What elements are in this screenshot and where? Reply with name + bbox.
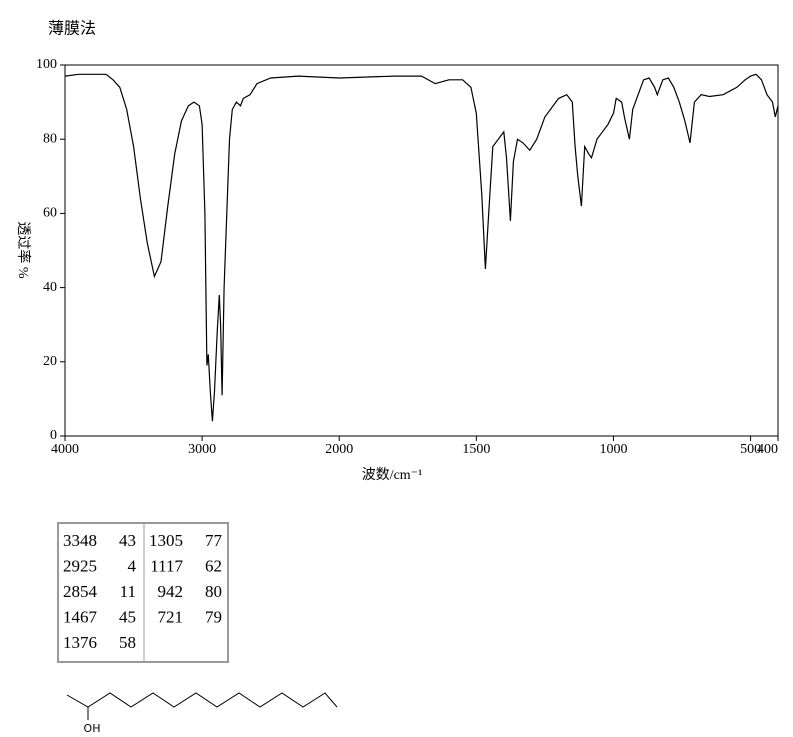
table-cell: 62 xyxy=(205,556,222,575)
table-cell: 43 xyxy=(119,531,136,550)
table-cell: 942 xyxy=(158,582,184,601)
y-tick-label: 100 xyxy=(36,57,57,72)
table-cell: 79 xyxy=(205,607,222,626)
table-cell: 3348 xyxy=(63,531,97,550)
chart-title: 薄膜法 xyxy=(48,20,96,38)
table-cell: 58 xyxy=(119,633,136,652)
table-cell: 2854 xyxy=(63,582,98,601)
x-tick-label: 400 xyxy=(757,442,778,457)
molecule-label: OH xyxy=(84,722,101,735)
table-cell: 11 xyxy=(120,582,136,601)
table-cell: 1305 xyxy=(149,531,183,550)
table-cell: 77 xyxy=(205,531,223,550)
table-cell: 721 xyxy=(158,607,184,626)
table-cell: 2925 xyxy=(63,556,97,575)
y-tick-label: 0 xyxy=(50,428,57,443)
table-cell: 1117 xyxy=(150,556,183,575)
table-cell: 1376 xyxy=(63,633,97,652)
x-tick-label: 500 xyxy=(740,442,761,457)
x-tick-label: 2000 xyxy=(325,442,353,457)
x-tick-label: 1000 xyxy=(599,442,627,457)
table-frame xyxy=(57,522,229,663)
x-tick-label: 4000 xyxy=(51,442,79,457)
y-axis-label: 透过率 % xyxy=(15,221,32,278)
table-cell: 80 xyxy=(205,582,222,601)
x-axis-label: 波数/cm⁻¹ xyxy=(362,467,423,483)
y-tick-label: 40 xyxy=(43,280,57,295)
x-tick-label: 3000 xyxy=(188,442,216,457)
x-tick-label: 1500 xyxy=(462,442,490,457)
table-cell: 4 xyxy=(128,556,137,575)
y-tick-label: 80 xyxy=(43,131,57,146)
plot-frame xyxy=(64,64,779,437)
table-cell: 1467 xyxy=(63,607,98,626)
table-cell: 45 xyxy=(119,607,136,626)
spectrum-line xyxy=(64,73,779,422)
molecule-chain xyxy=(66,692,338,708)
y-tick-label: 20 xyxy=(43,354,57,369)
y-tick-label: 60 xyxy=(43,206,57,221)
